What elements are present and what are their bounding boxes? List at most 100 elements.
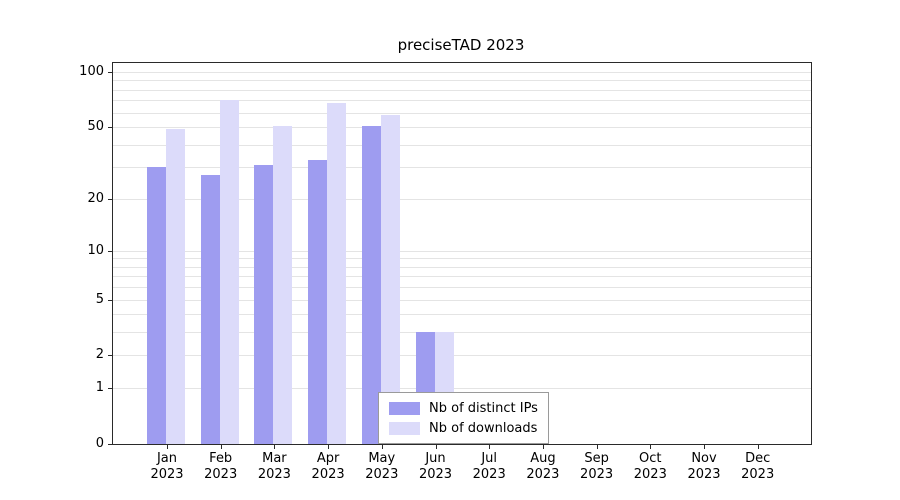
y-tick-mark [108, 355, 112, 357]
x-tick-label: Jan 2023 [137, 451, 197, 483]
x-tick-label: Jul 2023 [459, 451, 519, 483]
x-tick-month: Apr [316, 451, 340, 466]
bar-downloads [219, 100, 239, 444]
legend-label: Nb of downloads [429, 420, 538, 436]
gridline [113, 144, 811, 146]
y-tick-label: 2 [95, 347, 104, 363]
x-tick-label: Mar 2023 [244, 451, 304, 483]
x-tick-mark [220, 445, 222, 449]
x-tick-label: Oct 2023 [620, 451, 680, 483]
y-tick-label: 20 [87, 190, 104, 206]
gridline [113, 388, 811, 390]
x-tick-year: 2023 [633, 467, 667, 482]
x-tick-label: Aug 2023 [513, 451, 573, 483]
x-tick-year: 2023 [580, 467, 614, 482]
x-tick-month: Sep [584, 451, 609, 466]
x-tick-mark [381, 445, 383, 449]
legend-row: Nb of distinct IPs [389, 398, 538, 418]
x-tick-mark [757, 445, 759, 449]
gridline [113, 299, 811, 301]
gridline [113, 89, 811, 91]
x-tick-year: 2023 [526, 467, 560, 482]
gridline [113, 314, 811, 316]
x-tick-year: 2023 [418, 467, 453, 482]
x-tick-label: Apr 2023 [298, 451, 358, 483]
bar-distinct-ips [361, 125, 381, 444]
y-tick-mark [108, 388, 112, 390]
x-tick-label: Nov 2023 [674, 451, 734, 483]
gridline [113, 287, 811, 289]
y-tick-mark [108, 250, 112, 252]
gridline [113, 355, 811, 357]
x-tick-month: Nov [691, 451, 717, 466]
x-tick-mark [704, 445, 705, 449]
x-tick-month: May [368, 451, 396, 466]
bar-downloads [327, 102, 347, 444]
x-tick-month: Jul [481, 451, 498, 466]
bar-distinct-ips [147, 167, 166, 444]
x-tick-mark [435, 445, 437, 449]
legend-row: Nb of downloads [389, 418, 538, 438]
gridline [113, 167, 811, 169]
y-tick-label: 0 [95, 436, 104, 451]
bar-downloads [273, 125, 293, 444]
y-tick-mark [108, 72, 112, 73]
x-tick-year: 2023 [365, 467, 399, 482]
legend-label: Nb of distinct IPs [429, 400, 538, 416]
x-tick-mark [489, 445, 491, 449]
x-tick-month: Feb [209, 451, 233, 466]
x-tick-mark [167, 445, 168, 449]
x-tick-mark [542, 445, 544, 449]
y-tick-mark [108, 444, 112, 445]
x-tick-label: May 2023 [352, 451, 412, 483]
y-tick-label: 50 [87, 119, 104, 135]
bar-distinct-ips [308, 159, 328, 444]
x-tick-year: 2023 [741, 467, 775, 482]
gridline [113, 100, 811, 102]
x-tick-year: 2023 [472, 467, 506, 482]
x-tick-label: Jun 2023 [406, 451, 466, 483]
bar-downloads [380, 115, 400, 444]
x-tick-month: Mar [262, 451, 287, 466]
gridline [113, 258, 811, 260]
y-tick-label: 100 [79, 64, 104, 79]
x-tick-month: Oct [639, 451, 662, 466]
x-tick-label: Dec 2023 [728, 451, 788, 483]
bar-distinct-ips [254, 164, 274, 444]
gridline [113, 112, 811, 114]
gridline [113, 276, 811, 278]
gridline [113, 80, 811, 82]
bar-downloads [166, 128, 185, 444]
x-tick-mark [274, 445, 276, 449]
x-tick-year: 2023 [257, 467, 291, 482]
gridline [113, 332, 811, 334]
x-tick-year: 2023 [311, 467, 345, 482]
x-tick-month: Jun [425, 451, 446, 466]
x-tick-mark [328, 445, 330, 449]
x-tick-mark [650, 445, 652, 449]
gridline [113, 127, 811, 129]
y-tick-mark [108, 127, 112, 129]
chart-title: preciseTAD 2023 [397, 36, 525, 54]
legend-swatch-distinct-ips [389, 401, 420, 415]
plot-area: Nb of distinct IPs Nb of downloads [112, 62, 812, 445]
x-tick-label: Sep 2023 [567, 451, 627, 483]
x-tick-year: 2023 [150, 467, 184, 482]
y-tick-mark [108, 198, 112, 200]
y-tick-mark [108, 299, 112, 301]
y-tick-label: 1 [95, 380, 104, 396]
gridline [113, 266, 811, 268]
gridline [113, 72, 811, 73]
x-tick-year: 2023 [204, 467, 238, 482]
x-tick-month: Jan [156, 451, 178, 466]
legend-swatch-downloads [389, 421, 420, 435]
x-tick-mark [596, 445, 598, 449]
legend: Nb of distinct IPs Nb of downloads [378, 392, 549, 444]
y-tick-label: 10 [87, 242, 104, 258]
gridline [113, 250, 811, 252]
x-tick-month: Dec [745, 451, 771, 466]
gridline [113, 198, 811, 200]
y-tick-label: 5 [95, 291, 104, 307]
x-tick-month: Aug [530, 451, 556, 466]
